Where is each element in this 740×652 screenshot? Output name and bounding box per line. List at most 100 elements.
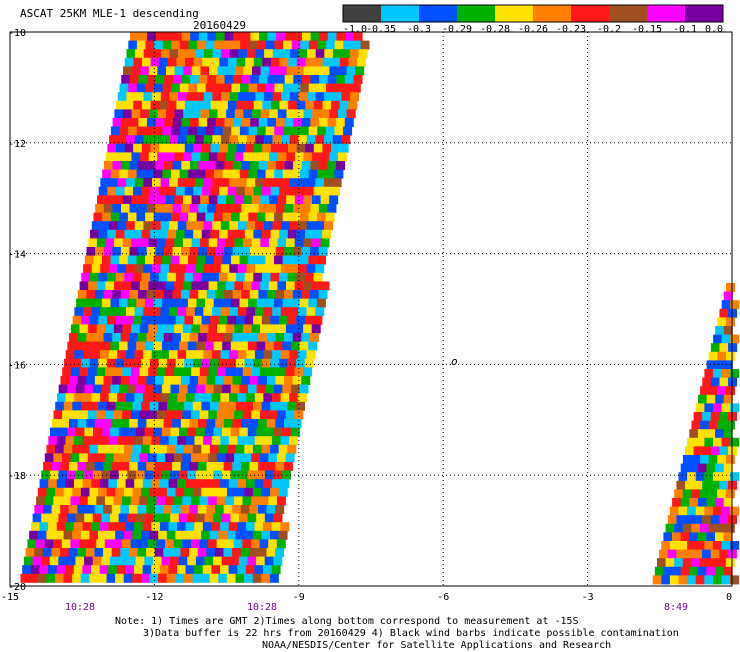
swath-cell [97,195,106,205]
swath-cell [108,350,118,360]
swath-cell [238,178,247,188]
swath-cell [125,565,135,575]
swath-cell [704,541,714,550]
swath-cell [241,376,251,385]
swath-cell [194,307,204,317]
swath-cell [144,384,154,394]
swath-cell [263,565,272,575]
swath-cell [279,57,289,67]
swath-cell [214,126,224,136]
center-marker: o [451,355,458,368]
swath-cell [205,298,215,308]
swath-cell [205,83,215,93]
swath-cell [192,487,202,497]
swath-cell [208,539,217,549]
swath-cell [172,290,182,299]
swath-cell [301,161,311,170]
swath-cell [84,513,94,523]
swath-cell [234,66,244,76]
swath-cell [89,487,99,497]
swath-cell [196,384,206,394]
swath-cell [79,539,88,549]
swath-cell [249,247,259,256]
swath-cell [262,143,272,153]
swath-cell [200,152,210,162]
swath-cell [172,333,182,342]
swath-cell [50,427,59,437]
swath-cell [234,281,244,291]
swath-cell [181,161,191,170]
swath-cell [277,66,287,76]
swath-cell [41,556,51,566]
swath-cell [246,436,256,446]
swath-cell [691,558,701,568]
swath-cell [225,539,235,549]
swath-cell [147,496,157,506]
swath-cell [118,556,128,566]
swath-cell [56,479,66,489]
swath-cell [263,479,273,489]
swath-cell [229,307,239,317]
swath-cell [214,40,224,50]
swath-cell [281,92,291,102]
swath-cell [267,75,277,84]
swath-cell [669,506,679,516]
swath-cell [698,394,707,404]
swath-cell [691,523,701,533]
swath-cell [145,169,155,179]
swath-cell [263,350,273,360]
swath-cell [139,539,149,549]
swath-cell [110,298,120,308]
swath-cell [72,573,82,583]
swath-cell [148,109,158,119]
swath-cell [254,565,264,575]
swath-cell [239,427,249,437]
swath-cell [308,126,318,136]
swath-cell [172,462,182,471]
swath-cell [126,264,136,274]
swath-cell [712,506,722,516]
swath-cell [151,264,161,274]
swath-cell [697,463,707,473]
swath-cell [63,401,73,411]
swath-cell [704,506,714,516]
swath-cell [291,40,301,50]
swath-cell [105,367,115,377]
swath-cell [258,161,268,170]
swath-cell [189,505,199,514]
swath-cell [134,522,144,532]
swath-cell [260,195,270,205]
swath-cell [170,255,180,265]
swath-cell [189,161,199,170]
swath-cell [234,324,244,334]
swath-cell [251,410,261,420]
swath-cell [717,386,727,396]
swath-cell [292,333,302,342]
swath-cell [70,496,80,506]
swath-cell [725,558,735,568]
swath-cell [721,506,731,516]
swath-cell [113,324,123,334]
swath-cell [126,135,136,145]
swath-cell [187,298,197,308]
swath-cell [89,401,99,411]
swath-cell [706,394,716,404]
swath-cell [127,384,137,394]
swath-cell [695,575,705,585]
swath-cell [213,556,223,566]
swath-cell [311,238,321,248]
swath-cell [305,186,315,196]
swath-cell [151,565,161,575]
swath-cell [717,420,727,430]
swath-cell [103,505,113,514]
swath-cell [203,221,213,231]
swath-cell [685,515,694,525]
swath-cell [198,118,208,127]
swath-cell [278,530,288,540]
swath-cell [203,92,213,102]
swath-cell [106,401,116,411]
swath-cell [241,290,251,299]
swath-cell [267,247,277,256]
swath-cell [115,272,125,282]
swath-cell [98,401,108,411]
